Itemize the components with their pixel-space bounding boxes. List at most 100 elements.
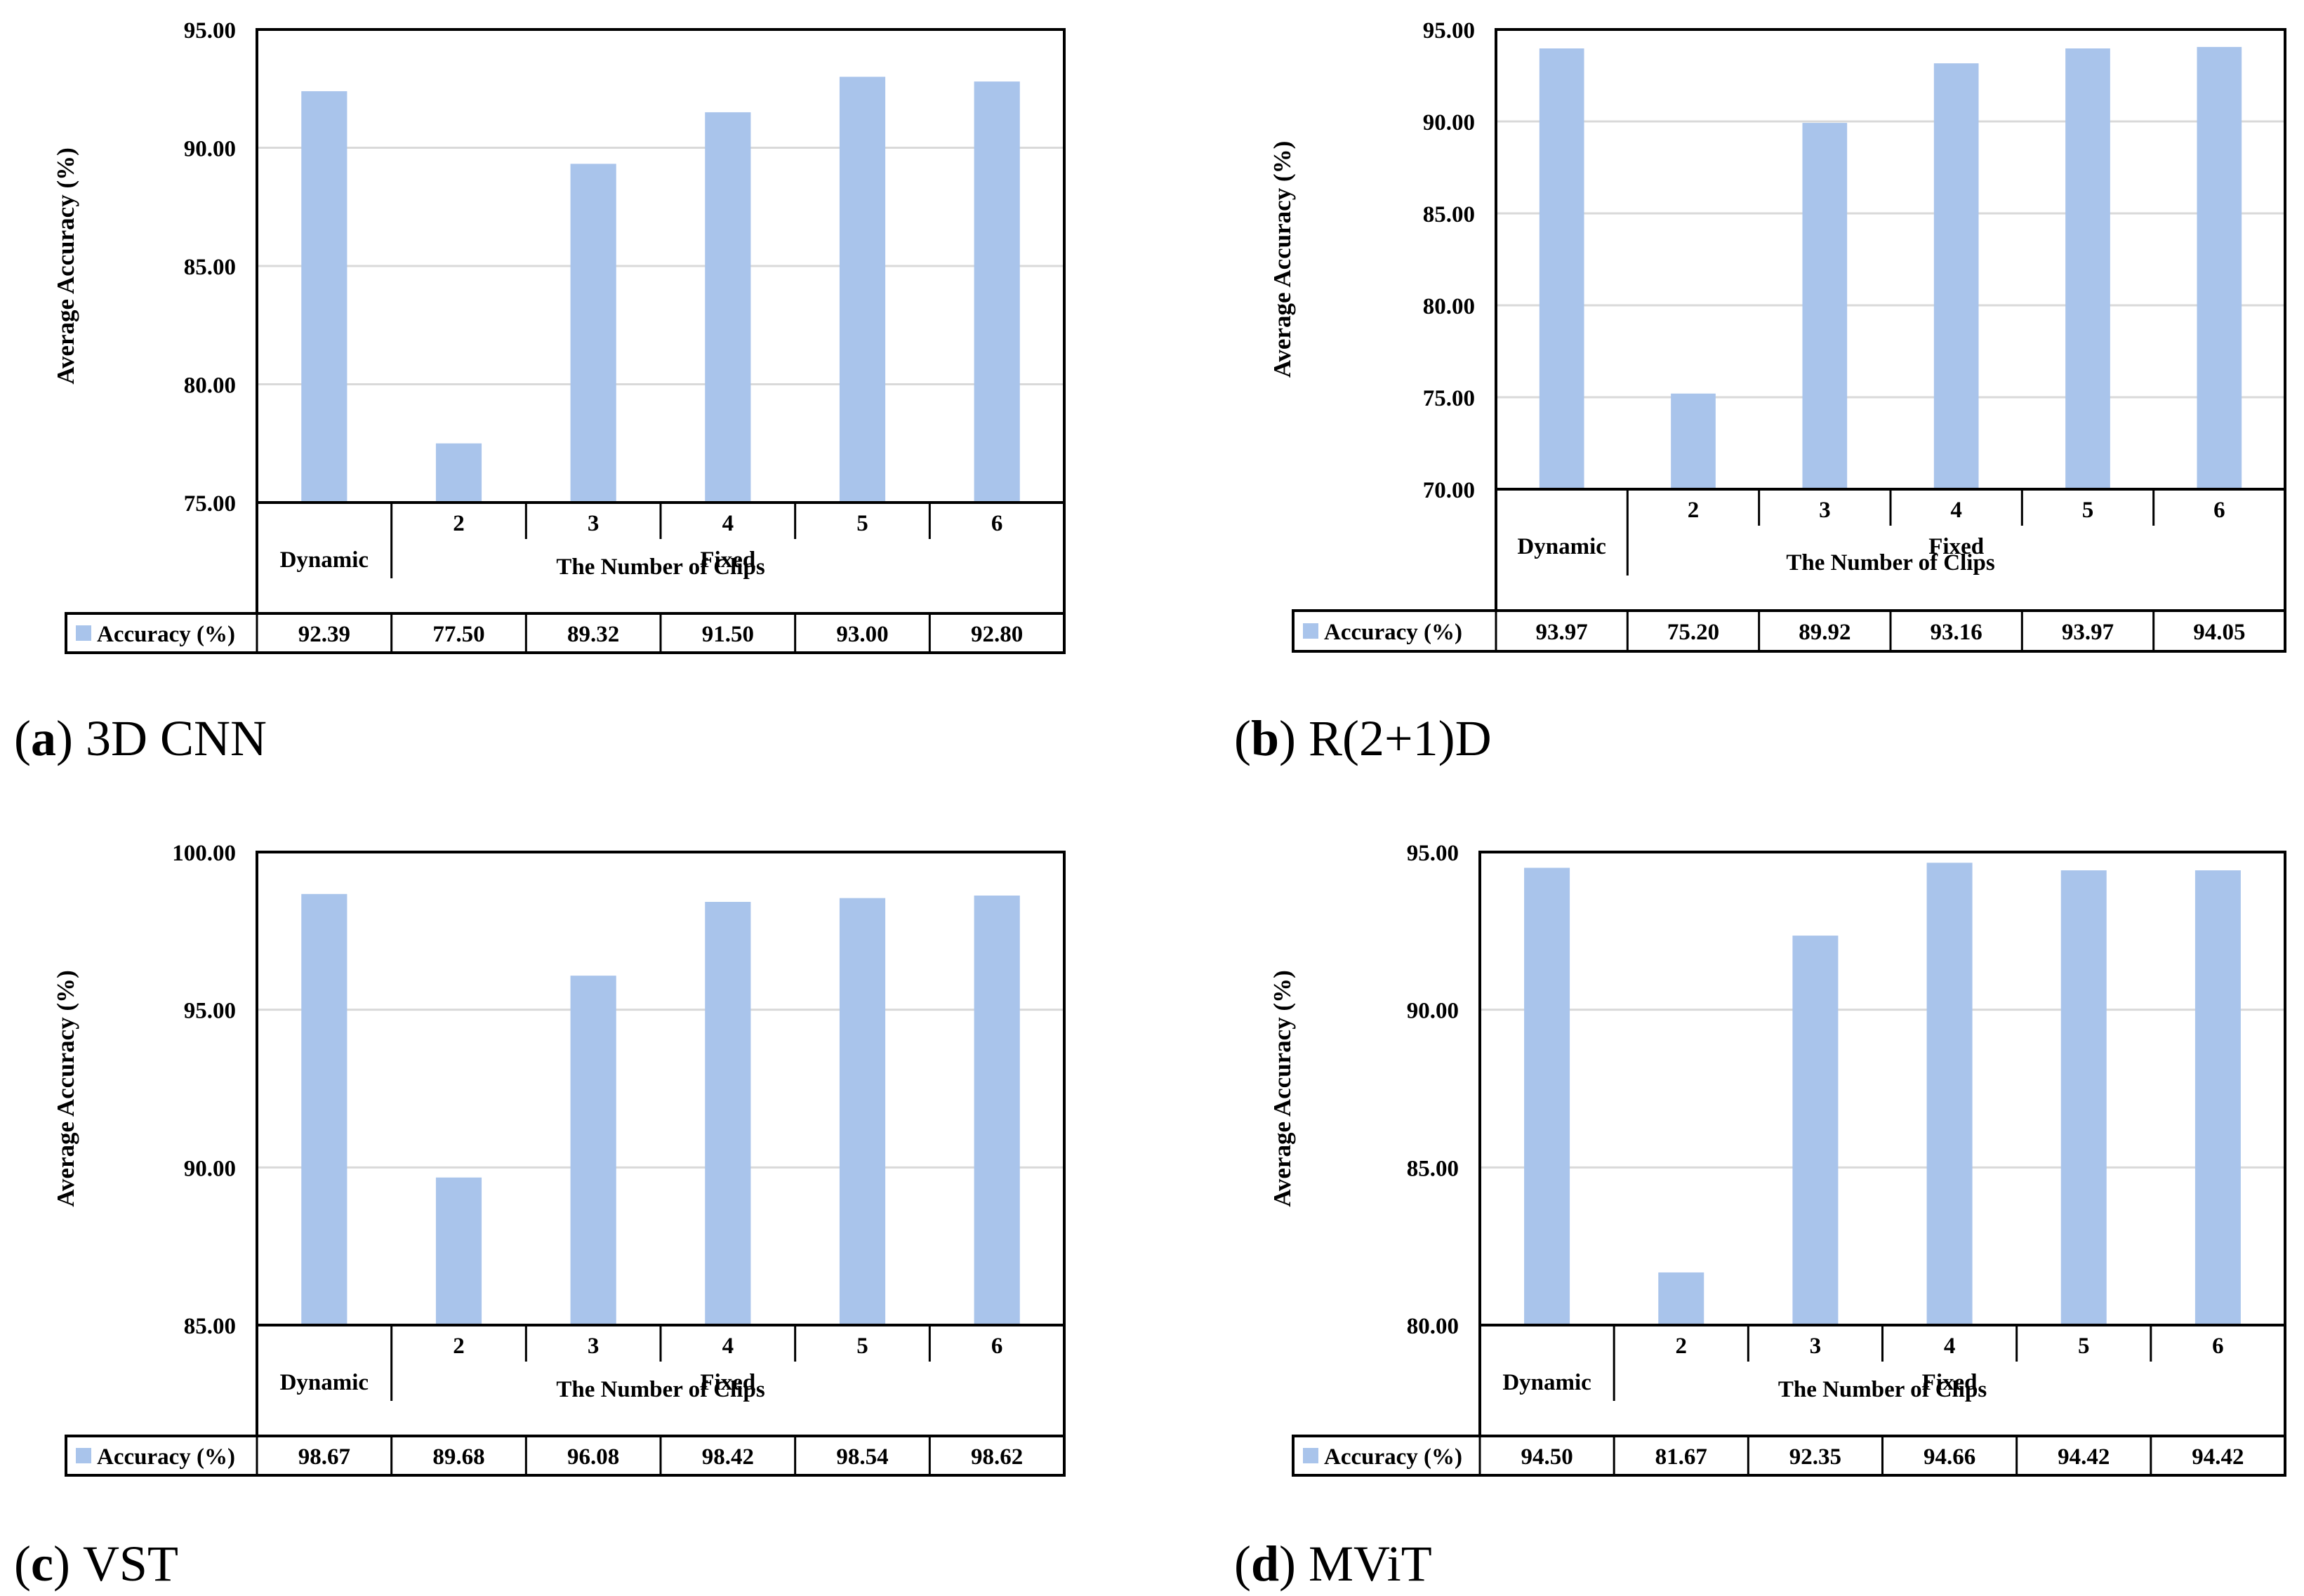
bar: [301, 893, 347, 1325]
bar: [974, 896, 1020, 1325]
legend-label: Accuracy (%): [97, 1444, 235, 1470]
legend-label: Accuracy (%): [1324, 1444, 1462, 1470]
panel-caption: (c) VST: [14, 1536, 178, 1592]
bar: [570, 164, 616, 503]
y-tick-label: 90.00: [1407, 999, 1459, 1024]
bar: [1933, 63, 1979, 489]
data-table-row: [65, 1435, 1066, 1477]
data-label: 98.54: [836, 1444, 888, 1470]
caption-title: 3D CNN: [86, 710, 267, 766]
category-label: 6: [2213, 498, 2225, 523]
bar: [1671, 393, 1716, 489]
data-label: 92.80: [971, 622, 1023, 647]
y-tick-label: 85.00: [184, 1314, 236, 1339]
data-table-row: [65, 612, 1066, 654]
plot-area-frame: [1478, 851, 2286, 1326]
category-label: 2: [1688, 498, 1700, 523]
data-label: 98.42: [702, 1444, 754, 1470]
data-label: 93.00: [836, 622, 888, 647]
category-label: 2: [453, 511, 465, 536]
y-tick-label: 80.00: [1407, 1314, 1459, 1339]
y-tick-label: 80.00: [184, 373, 236, 399]
category-label: 5: [856, 511, 868, 536]
caption-letter: b: [1251, 710, 1279, 766]
panel-caption: (d) MViT: [1234, 1536, 1432, 1592]
caption-letter: d: [1251, 1536, 1279, 1592]
category-label: 4: [722, 511, 734, 536]
group-label-fixed: Fixed: [1928, 534, 1984, 559]
bar: [570, 976, 616, 1325]
caption-title: MViT: [1309, 1536, 1432, 1592]
caption-close-paren: ): [53, 1536, 70, 1592]
y-tick-label: 95.00: [1407, 841, 1459, 866]
bar: [2194, 870, 2241, 1325]
bar: [435, 1177, 482, 1325]
y-tick-label: 85.00: [1423, 202, 1475, 227]
bar: [1539, 48, 1584, 489]
panel-caption: (b) R(2+1)D: [1234, 710, 1492, 766]
data-label: 96.08: [567, 1444, 619, 1470]
category-label: 6: [991, 511, 1003, 536]
y-axis-title: Average Accuracy (%): [1269, 141, 1296, 378]
category-label: 5: [2078, 1334, 2090, 1359]
category-label: 6: [2212, 1334, 2224, 1359]
data-label: 75.20: [1667, 620, 1719, 645]
caption-title: R(2+1)D: [1309, 710, 1492, 766]
data-label: 92.35: [1789, 1444, 1841, 1470]
data-label: 89.32: [567, 622, 619, 647]
data-label: 94.50: [1521, 1444, 1573, 1470]
y-axis-title: Average Accuracy (%): [52, 147, 79, 385]
data-label: 98.62: [971, 1444, 1023, 1470]
data-label: 89.92: [1799, 620, 1851, 645]
caption-letter: a: [31, 710, 56, 766]
legend-swatch: [76, 625, 91, 641]
x-axis-title: The Number of Clips: [1778, 1377, 1987, 1402]
bar: [705, 112, 751, 503]
bar: [435, 443, 482, 503]
data-label: 94.05: [2193, 620, 2245, 645]
bar: [2065, 48, 2110, 489]
panel-caption: (a) 3D CNN: [14, 710, 267, 766]
caption-open-paren: (: [14, 1536, 31, 1592]
y-tick-label: 90.00: [184, 137, 236, 162]
caption-open-paren: (: [1234, 1536, 1251, 1592]
y-tick-label: 95.00: [184, 999, 236, 1024]
category-label: 5: [2082, 498, 2094, 523]
data-label: 89.68: [432, 1444, 484, 1470]
category-label: 4: [722, 1334, 734, 1359]
y-axis-title: Average Accuracy (%): [1269, 970, 1296, 1207]
legend-swatch: [1303, 1448, 1318, 1463]
bar: [1792, 936, 1839, 1325]
category-label: 4: [1944, 1334, 1956, 1359]
data-label: 94.66: [1924, 1444, 1975, 1470]
caption-close-paren: ): [1279, 710, 1296, 766]
bar: [1926, 863, 1973, 1325]
y-tick-label: 100.00: [172, 841, 236, 866]
legend-label: Accuracy (%): [1324, 620, 1462, 645]
y-tick-label: 70.00: [1423, 478, 1475, 503]
panel-c: 85.00 90.00 95.00 100.00 Dynamic 2 3 4 5 6 FixedTh…: [14, 841, 1066, 1592]
category-label: 2: [453, 1334, 465, 1359]
y-tick-label: 95.00: [1423, 18, 1475, 44]
caption-letter: c: [31, 1536, 53, 1592]
legend-label: Accuracy (%): [97, 622, 235, 647]
legend-swatch: [76, 1448, 91, 1463]
data-table-row: [1292, 609, 2286, 653]
data-label: 92.39: [298, 622, 350, 647]
y-tick-label: 75.00: [1423, 386, 1475, 411]
plot-area-frame: [256, 851, 1066, 1326]
bar: [2197, 46, 2242, 489]
bar: [839, 898, 886, 1325]
y-tick-label: 75.00: [184, 491, 236, 517]
bar: [2060, 870, 2107, 1325]
category-label-dynamic: Dynamic: [280, 547, 369, 573]
data-label: 93.97: [1536, 620, 1588, 645]
panel-a: 75.00 80.00 85.00 90.00 95.00 Dynamic 2 3 4 5 6 Fix…: [14, 18, 1066, 766]
x-axis-title: The Number of Clips: [1786, 550, 1994, 576]
category-label: 3: [1810, 1334, 1822, 1359]
panel-d: 80.00 85.00 90.00 95.00 Dynamic 2 3 4 5 6 FixedThe…: [1234, 841, 2286, 1592]
data-label: 77.50: [432, 622, 484, 647]
bar: [705, 901, 751, 1325]
category-label: 3: [588, 511, 600, 536]
